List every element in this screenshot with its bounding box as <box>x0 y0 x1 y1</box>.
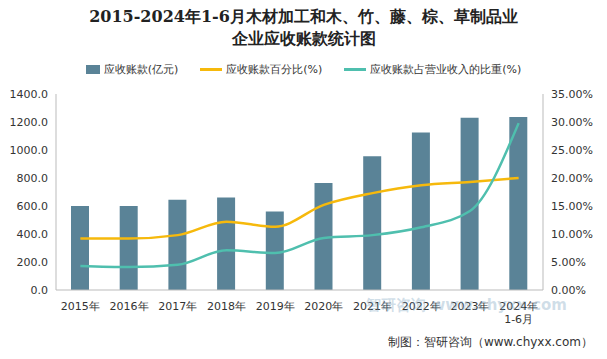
html-text:企业应收账款统计图: 企业应收账款统计图 <box>231 29 376 48</box>
svg-text:200.0: 200.0 <box>17 256 49 269</box>
svg-text:2017年: 2017年 <box>158 300 197 313</box>
html-text:制图：智研咨询（www.chyxx.com）: 制图：智研咨询（www.chyxx.com） <box>387 335 593 349</box>
svg-text:5.00%: 5.00% <box>551 256 586 269</box>
svg-text:0.0: 0.0 <box>31 284 49 297</box>
html-text:应收账款(亿元): 应收账款(亿元) <box>103 63 179 76</box>
svg-text:2015年: 2015年 <box>61 300 100 313</box>
svg-text:2020年: 2020年 <box>304 300 343 313</box>
html-text:2015-2024年1-6月木材加工和木、竹、藤、棕、草制品: 2015-2024年1-6月木材加工和木、竹、藤、棕、草制品业 <box>89 7 518 26</box>
svg-text:2019年: 2019年 <box>256 300 295 313</box>
svg-text:1200.0: 1200.0 <box>10 116 49 129</box>
svg-text:2016年: 2016年 <box>110 300 149 313</box>
svg-text:35.00%: 35.00% <box>551 88 593 101</box>
svg-text:1000.0: 1000.0 <box>10 144 49 157</box>
svg-text:15.00%: 15.00% <box>551 200 593 213</box>
svg-text:0.00%: 0.00% <box>551 284 586 297</box>
svg-text:2018年: 2018年 <box>207 300 246 313</box>
html-text:智研咨询 www.chyxx.com: 智研咨询 www.chyxx.com <box>366 296 567 314</box>
html-text:应收账款占营业收入的比重(%): 应收账款占营业收入的比重(%) <box>370 63 522 76</box>
html-text:应收账款百分比(%): 应收账款百分比(%) <box>226 63 323 76</box>
svg-text:25.00%: 25.00% <box>551 144 593 157</box>
html-text:2024年: 2024年 <box>499 300 539 313</box>
svg-text:10.00%: 10.00% <box>551 228 593 241</box>
svg-text:800.0: 800.0 <box>17 172 49 185</box>
svg-text:30.00%: 30.00% <box>551 116 593 129</box>
svg-text:20.00%: 20.00% <box>551 172 593 185</box>
html-text:1-6月: 1-6月 <box>504 313 534 326</box>
svg-text:600.0: 600.0 <box>17 200 49 213</box>
svg-text:400.0: 400.0 <box>17 228 49 241</box>
svg-text:1400.0: 1400.0 <box>10 88 49 101</box>
